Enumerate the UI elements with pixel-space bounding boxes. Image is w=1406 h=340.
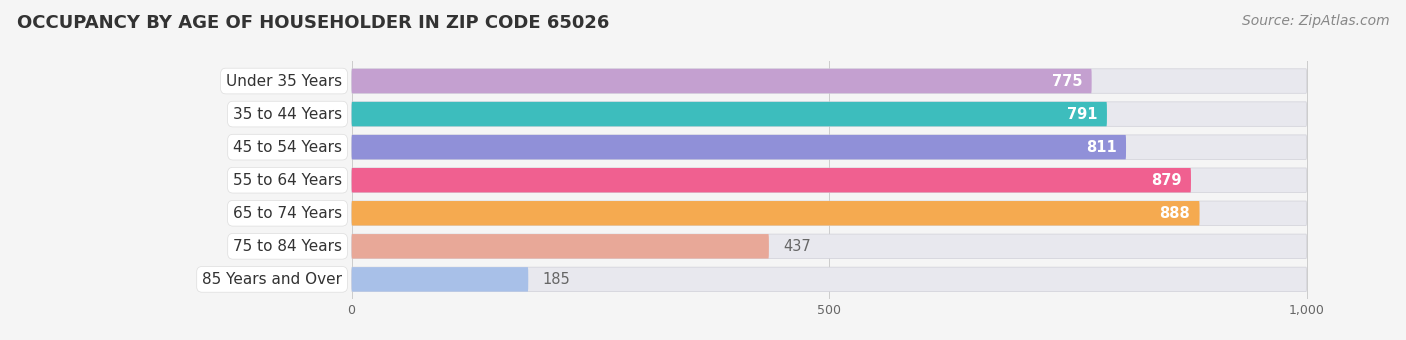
Text: 65 to 74 Years: 65 to 74 Years (233, 206, 342, 221)
FancyBboxPatch shape (352, 69, 1091, 93)
Text: 791: 791 (1067, 106, 1098, 122)
FancyBboxPatch shape (352, 234, 769, 258)
Text: 811: 811 (1085, 140, 1116, 155)
FancyBboxPatch shape (352, 102, 1306, 126)
FancyBboxPatch shape (352, 168, 1306, 192)
FancyBboxPatch shape (352, 135, 1126, 159)
FancyBboxPatch shape (352, 69, 1306, 93)
FancyBboxPatch shape (352, 201, 1306, 225)
Text: 55 to 64 Years: 55 to 64 Years (233, 173, 342, 188)
Text: 85 Years and Over: 85 Years and Over (202, 272, 342, 287)
FancyBboxPatch shape (352, 135, 1306, 159)
Text: 45 to 54 Years: 45 to 54 Years (233, 140, 342, 155)
Text: 35 to 44 Years: 35 to 44 Years (233, 106, 342, 122)
Text: 437: 437 (783, 239, 811, 254)
Text: Under 35 Years: Under 35 Years (226, 73, 342, 88)
FancyBboxPatch shape (352, 267, 1306, 292)
FancyBboxPatch shape (352, 234, 1306, 258)
FancyBboxPatch shape (352, 168, 1191, 192)
FancyBboxPatch shape (352, 201, 1199, 225)
Text: OCCUPANCY BY AGE OF HOUSEHOLDER IN ZIP CODE 65026: OCCUPANCY BY AGE OF HOUSEHOLDER IN ZIP C… (17, 14, 609, 32)
Text: 185: 185 (543, 272, 571, 287)
FancyBboxPatch shape (352, 267, 529, 292)
Text: 879: 879 (1152, 173, 1181, 188)
Text: 888: 888 (1160, 206, 1189, 221)
Text: 775: 775 (1052, 73, 1083, 88)
FancyBboxPatch shape (352, 102, 1107, 126)
Text: 75 to 84 Years: 75 to 84 Years (233, 239, 342, 254)
Text: Source: ZipAtlas.com: Source: ZipAtlas.com (1241, 14, 1389, 28)
